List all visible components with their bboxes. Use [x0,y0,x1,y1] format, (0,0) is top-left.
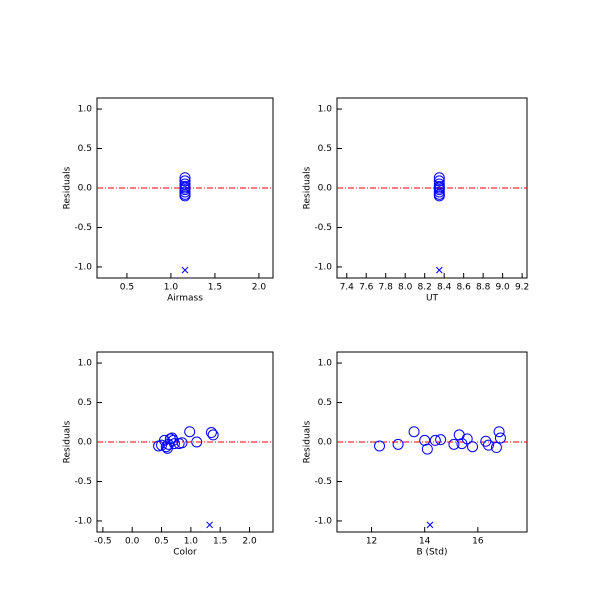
point [184,426,196,438]
point [179,190,191,202]
x-tick-label: 8.8 [476,283,491,293]
x-tick-label: 16 [472,537,484,547]
x-tick-label: 2.0 [252,283,267,293]
point [494,432,506,444]
x-tick-label: 1.0 [164,283,179,293]
x-tick-label: -0.5 [94,537,112,547]
y-tick-label: -0.5 [314,223,332,233]
x-tick-label: 9.0 [495,283,510,293]
y-tick-label: -0.5 [74,223,92,233]
x-axis-label: B (Std) [416,548,447,558]
x-tick-label: 2.0 [242,537,257,547]
y-axis-label: Residuals [63,166,73,209]
x-tick-label: 8.2 [418,283,432,293]
point [374,440,386,452]
x-tick-label: 8.6 [457,283,472,293]
point [206,521,213,529]
x-tick-label: 7.4 [340,283,355,293]
point [429,434,441,446]
x-tick-label: 0.0 [125,537,140,547]
y-tick-label: 0.0 [318,184,333,194]
point [179,184,191,196]
y-tick-label: 0.0 [78,438,93,448]
x-tick-label: 0.5 [154,537,168,547]
point [176,437,188,449]
x-tick-label: 8.4 [437,283,452,293]
plot-frame [336,351,528,533]
point [408,426,420,438]
point [166,432,178,444]
y-tick-label: 1.0 [78,105,93,115]
x-tick-label: 0.5 [120,283,134,293]
point [181,266,189,274]
plot-frame [336,97,528,279]
y-axis-label: Residuals [303,420,313,463]
y-tick-label: -1.0 [74,262,92,272]
y-tick-label: 0.0 [78,184,93,194]
x-tick-label: 8.0 [398,283,413,293]
x-axis-label: Color [173,548,197,558]
y-tick-label: -0.5 [314,477,332,487]
point [448,438,460,450]
point [207,429,219,441]
y-tick-label: 1.0 [318,105,333,115]
y-tick-label: 0.5 [318,144,332,154]
x-tick-label: 14 [419,537,431,547]
point [482,439,494,451]
point [493,426,505,438]
y-tick-label: 1.0 [318,359,333,369]
y-tick-label: 0.5 [318,398,332,408]
y-axis-label: Residuals [63,420,73,463]
y-tick-label: 0.5 [78,398,92,408]
point [158,434,170,446]
y-tick-label: -1.0 [74,516,92,526]
y-tick-label: -1.0 [314,262,332,272]
point [179,175,191,187]
x-axis-label: UT [426,294,439,304]
y-tick-label: 1.0 [78,359,93,369]
y-tick-label: 0.0 [318,438,333,448]
point [435,434,447,446]
point [433,184,445,196]
point [426,521,434,529]
x-tick-label: 1.5 [208,283,222,293]
x-tick-label: 7.8 [379,283,394,293]
y-tick-label: 0.5 [78,144,92,154]
point [179,186,191,198]
point [467,441,479,453]
x-tick-label: 7.6 [359,283,374,293]
y-tick-label: -1.0 [314,516,332,526]
point [421,443,433,455]
x-tick-label: 9.2 [515,283,529,293]
point [490,442,502,454]
point [435,266,443,274]
point [191,436,203,448]
y-axis-label: Residuals [303,166,313,209]
y-tick-label: -0.5 [74,477,92,487]
x-tick-label: 1.0 [184,537,199,547]
point [461,433,473,445]
point [433,186,445,198]
point [392,438,404,450]
point [433,190,445,202]
point [433,175,445,187]
x-tick-label: 1.5 [213,537,227,547]
point [205,427,217,439]
point [168,438,180,450]
x-tick-label: 12 [366,537,377,547]
x-axis-label: Airmass [167,294,203,304]
